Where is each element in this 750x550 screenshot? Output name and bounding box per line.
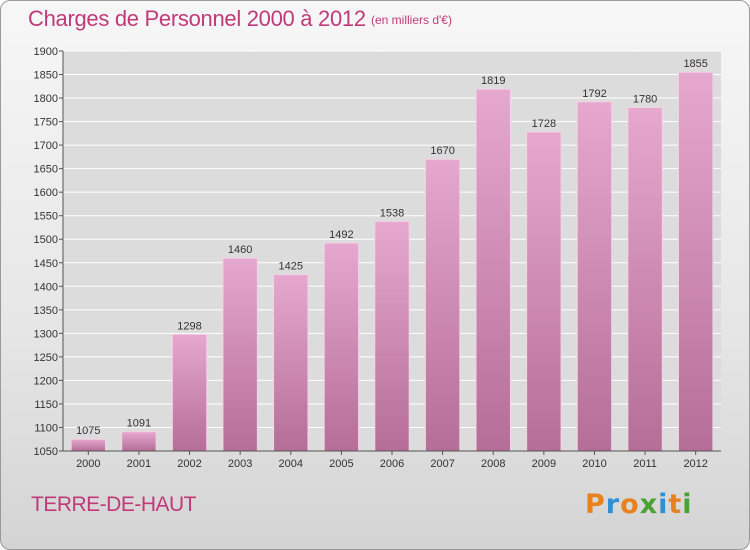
data-label: 1460 (228, 244, 252, 256)
bar (576, 101, 613, 452)
proxiti-logo[interactable]: Proxiti (585, 489, 693, 520)
logo-letter: P (585, 489, 606, 520)
bar (526, 131, 562, 452)
y-tick-label: 1450 (34, 258, 58, 270)
x-tick-label: 2011 (633, 458, 657, 470)
data-label: 1425 (279, 261, 303, 273)
logo-letter: r (605, 489, 621, 520)
y-tick-label: 1100 (34, 422, 58, 434)
y-axis: 1050 1100 1150 1200 1250 1300 1350 1400 1450 1500… (34, 46, 64, 458)
y-tick-label: 1500 (34, 234, 58, 246)
bar (121, 431, 157, 452)
data-label: 1670 (430, 145, 454, 157)
y-tick-label: 1050 (34, 446, 58, 458)
bar (374, 220, 410, 452)
bar (323, 242, 360, 452)
location-label: TERRE-DE-HAUT (31, 493, 197, 516)
y-tick-label: 1550 (34, 211, 58, 223)
x-tick-label: 2002 (177, 458, 201, 470)
x-tick-label: 2012 (683, 458, 707, 470)
y-tick-label: 1600 (34, 187, 58, 199)
x-tick-label: 2009 (532, 458, 556, 470)
logo-letter: i (682, 489, 693, 520)
y-tick-label: 1650 (34, 164, 58, 176)
data-label: 1298 (177, 320, 201, 332)
x-tick-label: 2006 (380, 458, 404, 470)
x-tick-label: 2004 (279, 458, 303, 470)
data-label: 1075 (76, 425, 100, 437)
y-tick-label: 1200 (34, 375, 58, 387)
bar (677, 71, 714, 452)
y-tick-label: 1850 (34, 70, 58, 82)
data-label: 1538 (380, 207, 404, 219)
y-tick-label: 1750 (34, 117, 58, 129)
data-label: 1792 (582, 88, 606, 100)
x-tick-label: 2000 (76, 458, 100, 470)
chart-subtitle: (en milliers d'€) (371, 13, 452, 27)
x-tick-label: 2008 (481, 458, 505, 470)
bar (424, 158, 461, 452)
logo-letter: i (658, 489, 669, 520)
y-tick-label: 1400 (34, 281, 58, 293)
logo-letter: o (620, 489, 640, 520)
bars: 1075 1091 1298 1460 1425 1492 1538 1670 1819 1728… (70, 58, 714, 452)
data-label: 1855 (683, 58, 707, 70)
bar (273, 274, 309, 452)
bar (70, 438, 107, 452)
y-tick-label: 1250 (34, 352, 58, 364)
y-tick-label: 1350 (34, 305, 58, 317)
logo-letter: t (668, 489, 683, 520)
chart-title: Charges de Personnel 2000 à 2012 (28, 6, 366, 31)
x-tick-label: 2001 (127, 458, 151, 470)
x-tick-label: 2010 (582, 458, 606, 470)
bar (171, 333, 208, 452)
x-tick-label: 2005 (329, 458, 353, 470)
y-tick-label: 1700 (34, 140, 58, 152)
bar (222, 257, 258, 452)
y-tick-label: 1150 (34, 399, 58, 411)
bar (627, 106, 663, 452)
y-tick-label: 1300 (34, 328, 58, 340)
data-label: 1091 (127, 418, 151, 430)
bar (475, 88, 511, 452)
data-label: 1492 (329, 229, 353, 241)
data-label: 1780 (633, 93, 657, 105)
x-tick-label: 2003 (228, 458, 252, 470)
y-tick-label: 1800 (34, 93, 58, 105)
logo-letter: x (639, 489, 659, 520)
data-label: 1819 (481, 75, 505, 87)
y-tick-label: 1900 (34, 46, 58, 58)
data-label: 1728 (532, 118, 556, 130)
x-tick-label: 2007 (430, 458, 454, 470)
x-axis: 2000 2001 2002 2003 2004 2005 2006 2007 2008 2009… (63, 450, 721, 470)
